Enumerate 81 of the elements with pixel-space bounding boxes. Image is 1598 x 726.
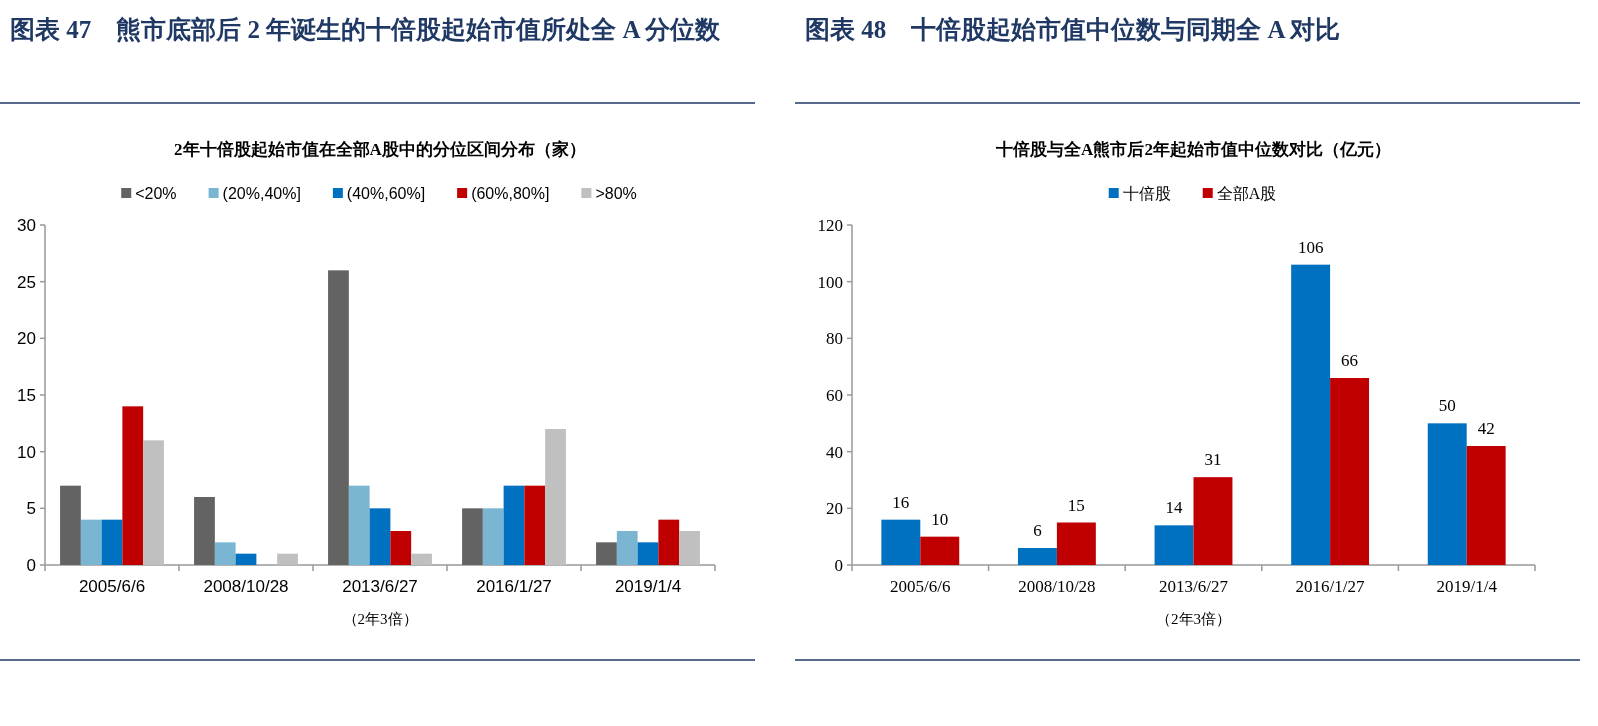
y-tick-label: 60 xyxy=(826,386,843,405)
bar xyxy=(679,531,700,565)
bar xyxy=(348,485,370,565)
bar xyxy=(616,531,638,565)
x-tick-label: 2008/10/28 xyxy=(1018,577,1096,596)
bar xyxy=(80,519,102,565)
bar xyxy=(881,519,921,565)
bar xyxy=(277,553,298,565)
chart-subtitle: 十倍股与全A熊市后2年起始市值中位数对比（亿元） xyxy=(995,140,1391,159)
y-tick-label: 20 xyxy=(17,329,36,349)
y-tick-label: 80 xyxy=(826,329,843,349)
bar xyxy=(390,531,412,565)
x-tick-label: 2019/1/4 xyxy=(614,577,682,596)
legend-label: (20%,40%] xyxy=(222,185,301,202)
bar xyxy=(1154,525,1194,565)
chart-subtitle: 2年十倍股起始市值在全部A股中的分位区间分布（家） xyxy=(174,140,586,159)
bar xyxy=(462,508,483,565)
y-tick-label: 30 xyxy=(17,216,36,235)
y-tick-label: 0 xyxy=(26,556,36,575)
bar xyxy=(235,553,257,565)
x-tick-label: 2005/6/6 xyxy=(890,577,951,596)
legend-label: >80% xyxy=(595,185,637,202)
bar xyxy=(1291,264,1331,565)
chart-title: 图表 47 熊市底部后 2 年诞生的十倍股起始市值所处全 A 分位数 xyxy=(10,15,722,45)
bar xyxy=(1017,548,1057,565)
bar xyxy=(658,519,680,565)
bar xyxy=(637,542,659,565)
data-label: 42 xyxy=(1477,419,1495,438)
y-tick-label: 40 xyxy=(826,442,843,462)
y-tick-label: 15 xyxy=(17,386,36,405)
bar xyxy=(143,440,164,565)
bar xyxy=(482,508,504,565)
x-tick-label: 2005/6/6 xyxy=(78,577,146,596)
y-tick-label: 5 xyxy=(26,499,36,519)
data-label: 31 xyxy=(1204,450,1222,470)
bar xyxy=(60,485,81,565)
bar xyxy=(1056,522,1096,565)
legend-label: 全部A股 xyxy=(1216,185,1277,202)
bar xyxy=(1193,477,1233,565)
legend-label: (40%,60%] xyxy=(346,185,426,202)
bar xyxy=(524,485,546,565)
x-axis-title: （2年3倍） xyxy=(1156,611,1231,627)
bar xyxy=(328,270,349,565)
bar xyxy=(545,429,566,565)
bar xyxy=(920,536,960,565)
y-tick-label: 0 xyxy=(834,556,843,575)
y-tick-label: 20 xyxy=(826,499,843,519)
bar xyxy=(1466,446,1506,565)
data-label: 106 xyxy=(1297,237,1324,257)
data-label: 66 xyxy=(1341,351,1359,370)
data-label: 10 xyxy=(931,509,949,529)
bar xyxy=(369,508,391,565)
bar xyxy=(194,497,215,565)
data-label: 15 xyxy=(1067,495,1085,515)
y-tick-label: 120 xyxy=(817,216,843,235)
bar xyxy=(411,553,432,565)
y-tick-label: 25 xyxy=(17,272,36,292)
data-label: 50 xyxy=(1438,396,1456,416)
bar xyxy=(1330,378,1370,565)
x-tick-label: 2019/1/4 xyxy=(1436,577,1498,596)
data-label: 16 xyxy=(892,492,910,512)
legend-label: 十倍股 xyxy=(1122,185,1171,202)
x-tick-label: 2016/1/27 xyxy=(1295,577,1366,596)
y-tick-label: 10 xyxy=(17,442,36,462)
bar xyxy=(596,542,617,565)
y-tick-label: 100 xyxy=(817,272,843,292)
bar xyxy=(1427,423,1467,565)
legend-label: (60%,80%] xyxy=(471,185,550,202)
bar xyxy=(122,406,144,565)
data-label: 6 xyxy=(1033,521,1042,540)
x-tick-label: 2013/6/27 xyxy=(342,577,418,596)
bar xyxy=(101,519,123,565)
x-axis-title: （2年3倍） xyxy=(342,611,418,627)
bar xyxy=(214,542,236,565)
legend-label: <20% xyxy=(135,185,177,202)
x-tick-label: 2013/6/27 xyxy=(1159,577,1229,596)
x-tick-label: 2008/10/28 xyxy=(203,577,289,596)
bar xyxy=(503,485,525,565)
x-tick-label: 2016/1/27 xyxy=(476,577,552,596)
data-label: 14 xyxy=(1165,498,1184,518)
chart-title: 图表 48 十倍股起始市值中位数与同期全 A 对比 xyxy=(805,15,1342,45)
